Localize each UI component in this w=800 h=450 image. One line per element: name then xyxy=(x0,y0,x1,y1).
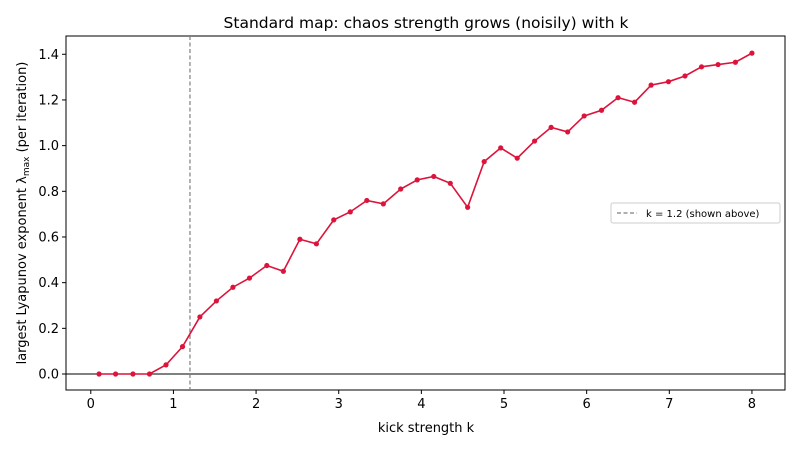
x-tick-label: 3 xyxy=(335,397,343,412)
data-point xyxy=(280,268,286,274)
data-point xyxy=(665,79,672,85)
x-tick-label: 0 xyxy=(87,397,95,412)
data-point xyxy=(615,95,621,101)
y-tick-label: 0.0 xyxy=(38,368,59,383)
data-point xyxy=(414,177,420,183)
data-point xyxy=(364,197,370,204)
legend: k = 1.2 (shown above) xyxy=(610,202,781,224)
data-point xyxy=(96,371,102,377)
data-point xyxy=(380,201,386,207)
data-point xyxy=(715,61,721,68)
y-axis-label-subscript: max xyxy=(22,156,32,176)
data-point xyxy=(179,344,186,350)
y-axis-ticks: 0.0 0.2 0.4 0.6 0.8 1.0 1.2 1.4 xyxy=(38,48,66,383)
x-tick-label: 5 xyxy=(500,397,508,412)
data-point xyxy=(347,209,353,215)
y-tick-label: 0.4 xyxy=(38,276,59,291)
x-axis-ticks: 0 1 2 3 4 5 6 7 8 xyxy=(87,390,756,412)
data-point xyxy=(598,107,605,113)
plot-area: 0 1 2 3 4 5 6 7 8 0.0 0.2 0.4 0.6 0.8 1.0 1.2 1.4 xyxy=(38,35,786,412)
data-point xyxy=(112,371,119,377)
data-point xyxy=(498,145,504,151)
y-tick-label: 1.4 xyxy=(38,48,59,63)
data-point xyxy=(581,113,587,119)
data-point xyxy=(264,262,270,269)
data-point xyxy=(465,204,471,210)
data-point xyxy=(297,236,303,242)
data-point xyxy=(682,73,688,79)
y-axis-label-tail: (per iteration) xyxy=(15,62,30,157)
x-tick-label: 4 xyxy=(417,397,425,412)
x-tick-label: 1 xyxy=(169,397,177,412)
legend-box xyxy=(610,202,781,224)
x-tick-label: 6 xyxy=(583,397,591,412)
data-point xyxy=(230,284,236,290)
data-point xyxy=(431,173,437,180)
data-point xyxy=(213,298,220,304)
data-point xyxy=(732,59,739,65)
data-point xyxy=(313,241,320,247)
y-axis-label-main: largest Lyapunov exponent λ xyxy=(15,176,30,365)
data-point xyxy=(531,138,538,144)
y-tick-label: 0.6 xyxy=(38,230,59,245)
x-tick-label: 8 xyxy=(748,397,756,412)
data-point xyxy=(197,314,203,320)
data-point xyxy=(398,186,404,192)
data-point xyxy=(548,124,554,130)
data-point xyxy=(698,64,705,70)
data-point xyxy=(246,275,253,281)
series-line xyxy=(99,52,753,375)
data-point xyxy=(447,180,453,186)
series-points xyxy=(96,50,755,377)
x-tick-label: 2 xyxy=(252,397,260,412)
y-tick-label: 1.2 xyxy=(38,93,59,108)
data-point xyxy=(565,129,571,135)
axes-frame xyxy=(65,35,786,391)
data-point xyxy=(749,50,755,56)
legend-label: k = 1.2 (shown above) xyxy=(646,209,760,220)
data-point xyxy=(648,82,654,88)
x-tick-label: 7 xyxy=(665,397,673,412)
data-point xyxy=(331,217,337,223)
y-tick-label: 1.0 xyxy=(38,139,59,154)
data-point xyxy=(163,362,169,368)
chart-title: Standard map: chaos strength grows (nois… xyxy=(224,14,629,32)
x-axis-label: kick strength k xyxy=(378,421,475,436)
data-point xyxy=(631,99,638,105)
data-point xyxy=(514,155,520,161)
y-axis-label: largest Lyapunov exponent λmax (per iter… xyxy=(15,62,32,365)
y-tick-label: 0.8 xyxy=(38,185,59,200)
data-point xyxy=(146,371,153,377)
data-point xyxy=(481,159,487,165)
y-tick-label: 0.2 xyxy=(38,322,59,337)
data-point xyxy=(130,371,136,377)
